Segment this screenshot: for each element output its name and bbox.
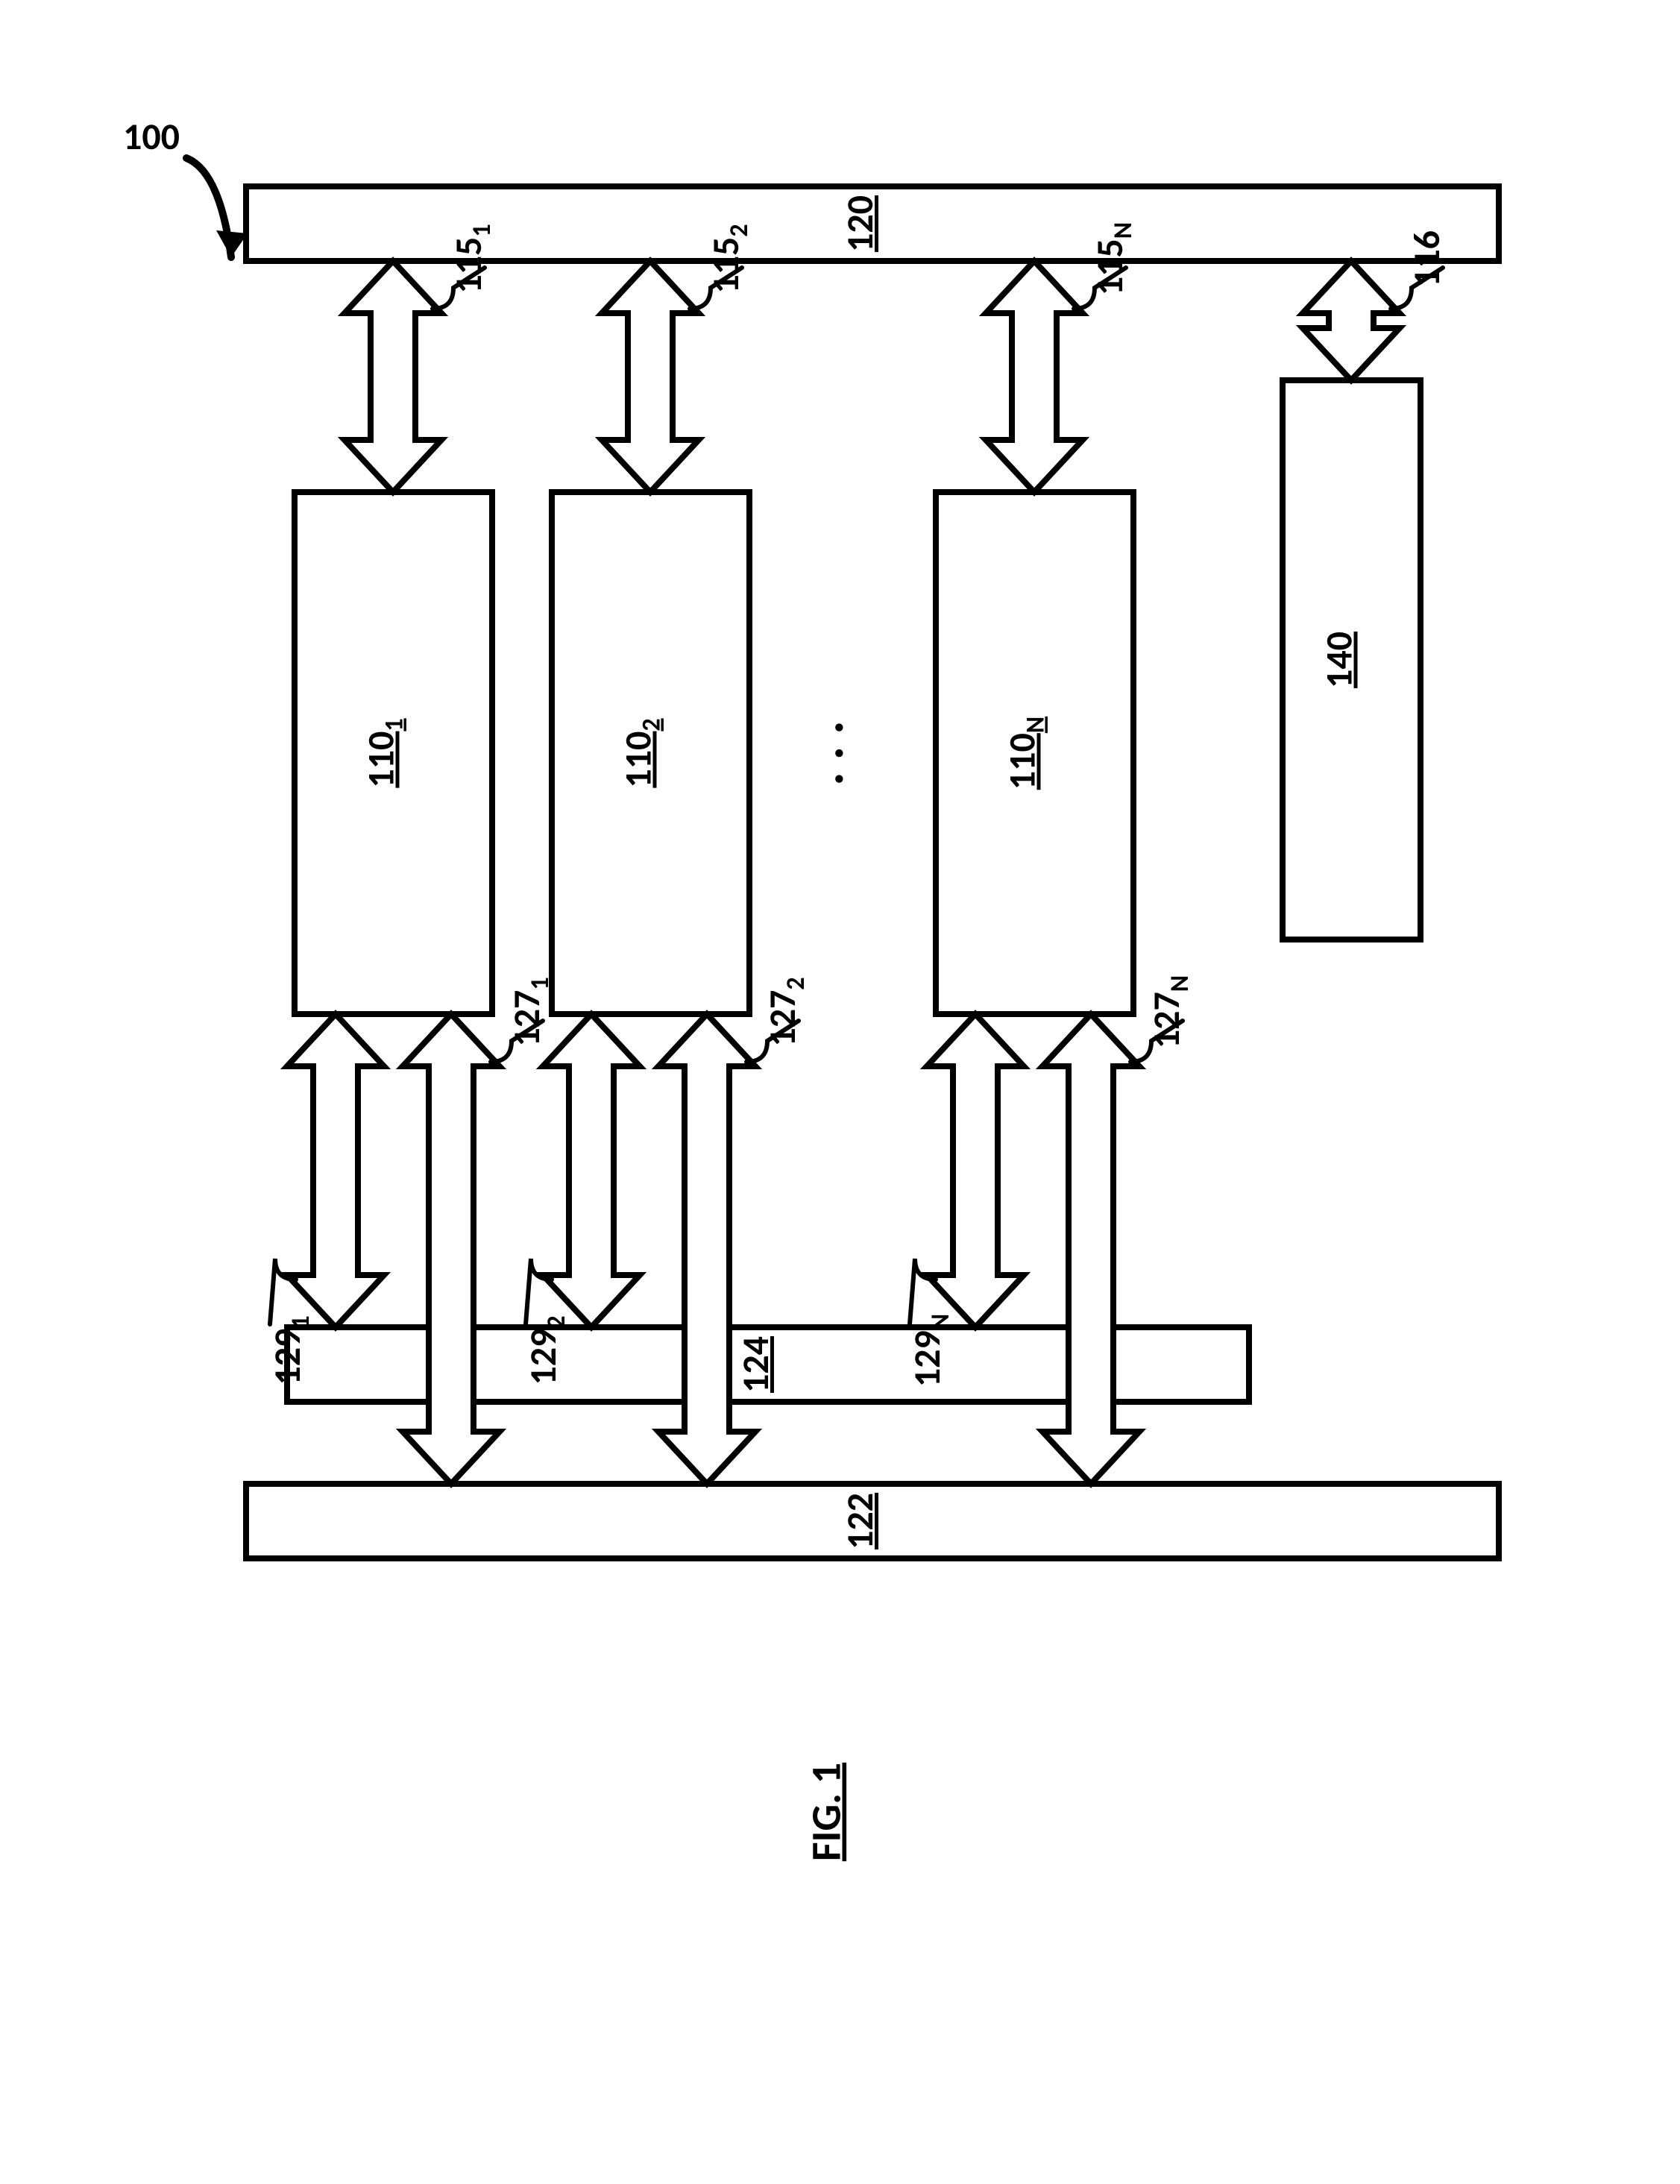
arrow-l1 bbox=[403, 1014, 500, 1484]
overall-ref: 100 bbox=[123, 114, 180, 160]
arrow-l2 bbox=[658, 1014, 755, 1484]
figure-caption: FIG. 1 bbox=[802, 1763, 852, 1861]
label-lN: 127N bbox=[1144, 975, 1195, 1048]
arrow-lN bbox=[1042, 1014, 1139, 1484]
leader-s2 bbox=[526, 1259, 552, 1324]
bar-top-label: 120 bbox=[837, 195, 883, 252]
arrow-sN bbox=[927, 1014, 1024, 1327]
figure-svg: 10012012412211011102110N140. . .11511152… bbox=[0, 0, 1680, 2184]
arrow-aN bbox=[986, 261, 1083, 492]
arrow-s2 bbox=[543, 1014, 640, 1327]
ellipsis: . . . bbox=[793, 720, 857, 786]
label-l2: 1272 bbox=[760, 977, 811, 1046]
overall-ref-arrowhead bbox=[216, 230, 248, 257]
leader-s1 bbox=[270, 1259, 296, 1324]
bar-bottom-label: 122 bbox=[837, 1493, 883, 1549]
arrow-a116 bbox=[1303, 261, 1400, 380]
label-l1: 1271 bbox=[504, 977, 556, 1046]
arrow-a1 bbox=[345, 261, 441, 492]
bar-mid-label: 124 bbox=[733, 1336, 778, 1393]
arrow-s1 bbox=[287, 1014, 384, 1327]
label-a116: 116 bbox=[1404, 230, 1450, 287]
label-s1: 1291 bbox=[265, 1315, 316, 1385]
arrow-a2 bbox=[602, 261, 699, 492]
block-b140-label: 140 bbox=[1317, 632, 1362, 688]
